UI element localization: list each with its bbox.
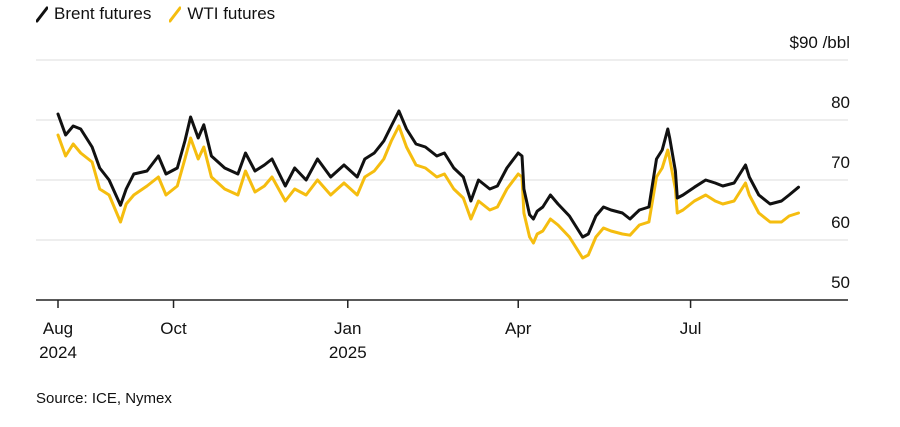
series-line-wti — [56, 124, 800, 260]
x-tick-label: Apr — [505, 319, 532, 338]
legend-item-brent: Brent futures — [36, 3, 151, 25]
legend-label-brent: Brent futures — [54, 4, 152, 23]
x-tick-label: Jul — [680, 319, 702, 338]
x-tick-year-label: 2024 — [39, 343, 77, 362]
y-tick-label: 50 — [831, 273, 850, 292]
y-tick-label: 70 — [831, 153, 850, 172]
x-tick-label: Jan — [334, 319, 361, 338]
y-tick-label: 80 — [831, 93, 850, 112]
y-tick-label: 60 — [831, 213, 850, 232]
legend-label-wti: WTI futures — [187, 4, 276, 23]
series-line-brent — [56, 109, 800, 239]
legend-item-wti: WTI futures — [169, 3, 275, 25]
y-unit-label: $90 /bbl — [790, 33, 851, 52]
wti-swatch-icon — [169, 5, 182, 23]
brent-swatch-icon — [36, 5, 48, 23]
x-tick-label: Oct — [160, 319, 187, 338]
x-tick-year-label: 2025 — [329, 343, 367, 362]
x-tick-label: Aug — [43, 319, 73, 338]
chart-legend: Brent futures WTI futures — [36, 3, 275, 25]
source-note: Source: ICE, Nymex — [36, 390, 172, 407]
